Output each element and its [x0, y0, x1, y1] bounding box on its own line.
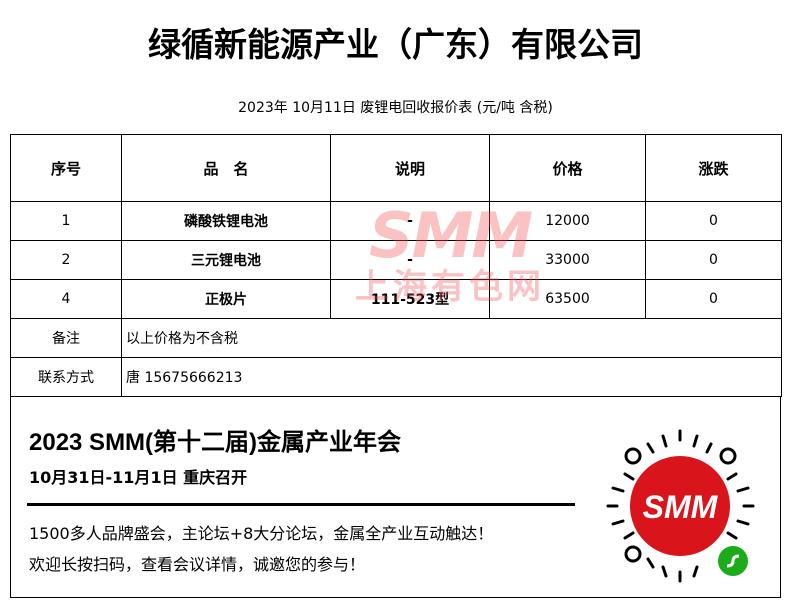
- cell-change: 0: [645, 201, 782, 241]
- header-cell: 品 名: [121, 134, 331, 202]
- contact-label: 联系方式: [10, 357, 122, 397]
- header-cell: 序号: [10, 134, 122, 202]
- cell-price: 12000: [489, 201, 646, 241]
- banner-line2: 欢迎长按扫码，查看会议详情，诚邀您的参与！: [29, 555, 366, 574]
- cell-no: 1: [10, 201, 122, 241]
- price-table-subtitle: 2023年 10月11日 废锂电回收报价表 (元/吨 含税): [238, 100, 553, 116]
- banner-title: 2023 SMM(第十二届)金属产业年会: [29, 429, 402, 456]
- cell-price: 63500: [489, 279, 646, 319]
- banner-line1: 1500多人品牌盛会，主论坛+8大分论坛，金属全产业互动触达！: [29, 524, 494, 543]
- cell-name: 正极片: [121, 279, 331, 319]
- cell-no: 2: [10, 240, 122, 280]
- qr-code-icon[interactable]: SMM: [603, 426, 758, 586]
- contact-row: 联系方式 唐 15675666213: [10, 357, 782, 397]
- company-title: 绿循新能源产业（广东）有限公司: [148, 25, 643, 64]
- header-cell: 价格: [489, 134, 646, 202]
- banner-date: 10月31日-11月1日 重庆召开: [29, 468, 248, 487]
- table-row: 1 磷酸铁锂电池 - 12000 0: [10, 201, 782, 241]
- remark-label: 备注: [10, 318, 122, 358]
- cell-no: 4: [10, 279, 122, 319]
- cell-change: 0: [645, 240, 782, 280]
- table-row: 4 正极片 111-523型 63500 0: [10, 279, 782, 319]
- price-table: 序号 品 名 说明 价格 涨跌 1 磷酸铁锂电池 - 12000 0 2 三元锂…: [10, 134, 782, 397]
- table-header-row: 序号 品 名 说明 价格 涨跌: [10, 134, 782, 202]
- cell-desc: 111-523型: [330, 279, 490, 319]
- cell-name: 磷酸铁锂电池: [121, 201, 331, 241]
- header-cell: 说明: [330, 134, 490, 202]
- cell-price: 33000: [489, 240, 646, 280]
- contact-value: 唐 15675666213: [121, 357, 782, 397]
- cell-desc: -: [330, 240, 490, 280]
- conference-banner: 2023 SMM(第十二届)金属产业年会 10月31日-11月1日 重庆召开 1…: [10, 396, 781, 598]
- table-row: 2 三元锂电池 - 33000 0: [10, 240, 782, 280]
- cell-name: 三元锂电池: [121, 240, 331, 280]
- qr-logo-text: SMM: [643, 489, 719, 525]
- remark-value: 以上价格为不含税: [121, 318, 782, 358]
- remark-row: 备注 以上价格为不含税: [10, 318, 782, 358]
- cell-desc: -: [330, 201, 490, 241]
- divider: [27, 503, 575, 506]
- cell-change: 0: [645, 279, 782, 319]
- header-cell: 涨跌: [645, 134, 782, 202]
